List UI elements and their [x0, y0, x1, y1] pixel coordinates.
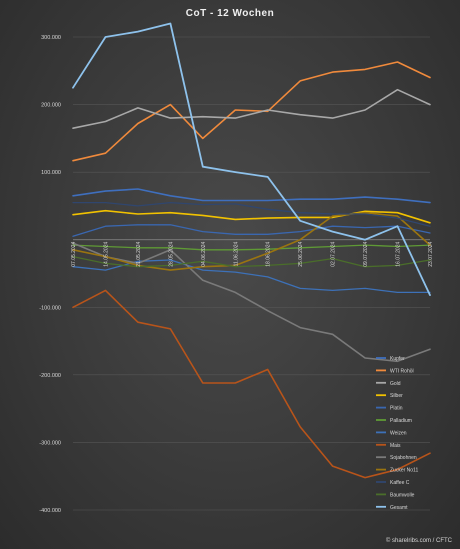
series-line-baumwolle [72, 255, 431, 268]
series-line-sojabohnen [72, 242, 431, 363]
legend-label: WTI Rohöl [390, 368, 414, 374]
legend-label: Kupfer [390, 356, 405, 362]
x-tick-label: 07.05.2024 [71, 242, 77, 267]
x-axis-ticks: 07.05.2024 14.05.2024 21.05.2024 28.05.2024… [71, 241, 434, 266]
x-tick-label: 28.05.2024 [168, 242, 174, 267]
series-line-kaffee-c [72, 201, 431, 227]
source-credit: © sharelribs.com / CFTC [386, 537, 453, 544]
legend-label: Sojabohnen [390, 455, 417, 461]
y-tick-label: -400.000 [39, 508, 61, 514]
legend-label: Kaffee C [390, 480, 410, 486]
x-tick-label: 18.06.2024 [266, 242, 272, 267]
legend-label: Baumwolle [390, 492, 415, 498]
series-line-gesamt [72, 22, 431, 297]
y-tick-label: 300.000 [41, 35, 61, 41]
series-lines [72, 22, 431, 479]
y-axis-ticks: 300.000 200.000 100.000 -100.000 -200.000 -30… [39, 35, 61, 514]
y-tick-label: 100.000 [41, 170, 61, 176]
x-tick-label: 04.06.2024 [201, 242, 207, 267]
series-line-palladium [72, 244, 431, 251]
legend-label: Gesamt [390, 505, 408, 511]
series-line-gold [72, 88, 431, 129]
legend-label: Zucker No11 [390, 468, 418, 474]
legend-label: Mais [390, 443, 401, 449]
y-tick-label: -200.000 [39, 373, 61, 379]
legend-label: Weizen [390, 430, 407, 436]
x-tick-label: 11.06.2024 [233, 241, 239, 266]
series-line-zucker-no11 [72, 211, 431, 271]
x-tick-label: 25.06.2024 [298, 242, 304, 267]
x-tick-label: 02.07.2024 [331, 242, 337, 267]
series-line-platin [72, 224, 431, 237]
series-line-mais [72, 289, 431, 479]
legend-label: Platin [390, 406, 403, 412]
legend-label: Silber [390, 393, 403, 399]
grid-layer [73, 36, 430, 511]
x-tick-label: 21.05.2024 [136, 242, 142, 267]
x-tick-label: 09.07.2024 [363, 242, 369, 267]
x-tick-label: 23.07.2024 [428, 242, 434, 267]
legend-label: Gold [390, 381, 401, 387]
series-line-weizen [72, 259, 431, 294]
y-tick-label: -300.000 [39, 440, 61, 446]
series-line-silber [72, 209, 431, 224]
series-line-wti-roh-l [72, 61, 431, 162]
chart-title: CoT - 12 Wochen [186, 8, 274, 19]
legend-label: Palladium [390, 418, 412, 424]
x-tick-label: 14.05.2024 [103, 242, 109, 267]
legend: Kupfer WTI Rohöl Gold Silber Platin Palladium… [376, 356, 418, 511]
y-tick-label: 200.000 [41, 103, 61, 109]
x-tick-label: 16.07.2024 [396, 242, 402, 267]
y-tick-label: -100.000 [39, 305, 61, 311]
series-line-kupfer [72, 188, 431, 204]
